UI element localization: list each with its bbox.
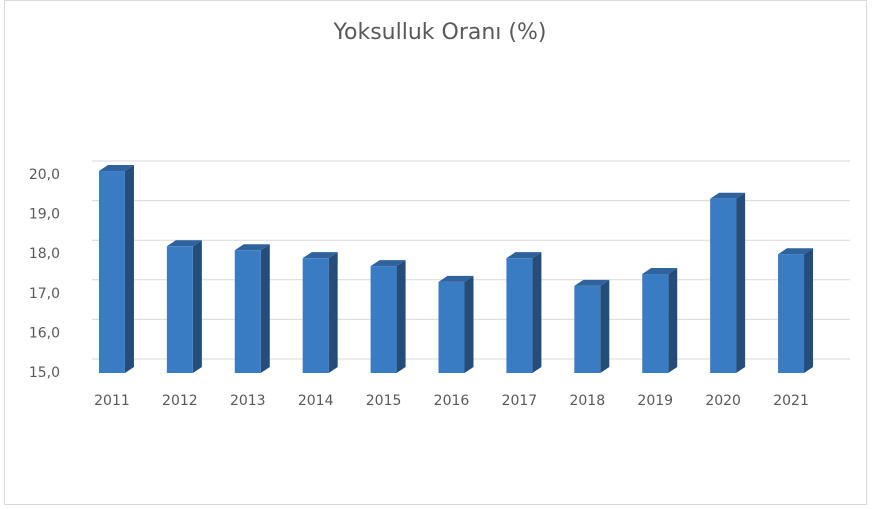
bar-side	[260, 244, 270, 373]
bar-top	[370, 260, 406, 267]
bar	[98, 171, 125, 373]
y-tick-label: 15,0	[29, 365, 60, 381]
bar-top	[574, 279, 610, 286]
x-tick-label: 2014	[298, 393, 334, 409]
bar-side	[736, 192, 746, 373]
bar-top	[778, 248, 814, 255]
bar-top	[710, 192, 746, 199]
chart-title: Yoksulluk Oranı (%)	[333, 20, 547, 45]
bar	[166, 246, 193, 373]
x-tick-label: 2015	[366, 393, 402, 409]
bar-side	[668, 268, 678, 373]
y-tick-label: 18,0	[29, 246, 60, 262]
y-tick-label: 19,0	[29, 207, 60, 223]
bar-side	[804, 248, 814, 373]
bar-top	[98, 165, 134, 172]
x-tick-label: 2013	[230, 393, 266, 409]
y-tick-label: 20,0	[29, 167, 60, 183]
x-tick-label: 2019	[637, 393, 673, 409]
x-tick-label: 2021	[773, 393, 809, 409]
bar-side	[328, 252, 338, 373]
bar	[438, 281, 465, 373]
x-tick-label: 2020	[705, 393, 741, 409]
bar	[574, 285, 601, 373]
bar	[506, 258, 533, 373]
y-tick-label: 16,0	[29, 325, 60, 341]
bar-side	[464, 275, 474, 373]
bar	[302, 258, 329, 373]
bar-top	[234, 244, 270, 251]
bar-side	[396, 260, 406, 373]
bar-side	[192, 240, 202, 373]
bar	[370, 266, 397, 373]
x-tick-label: 2016	[434, 393, 470, 409]
x-tick-label: 2017	[502, 393, 538, 409]
bar-top	[506, 252, 542, 259]
x-tick-label: 2011	[94, 393, 130, 409]
y-tick-label: 17,0	[29, 286, 60, 302]
bar	[710, 198, 737, 373]
x-tick-label: 2012	[162, 393, 198, 409]
bar-side	[124, 165, 134, 373]
bar-top	[642, 268, 678, 274]
bar	[234, 250, 261, 373]
bar	[642, 274, 669, 373]
bar-side	[600, 279, 610, 373]
bar	[778, 254, 805, 373]
x-tick-label: 2018	[569, 393, 605, 409]
bar-top	[438, 275, 474, 282]
bar-top	[166, 240, 202, 247]
bar-side	[532, 252, 542, 373]
bar-top	[302, 252, 338, 259]
